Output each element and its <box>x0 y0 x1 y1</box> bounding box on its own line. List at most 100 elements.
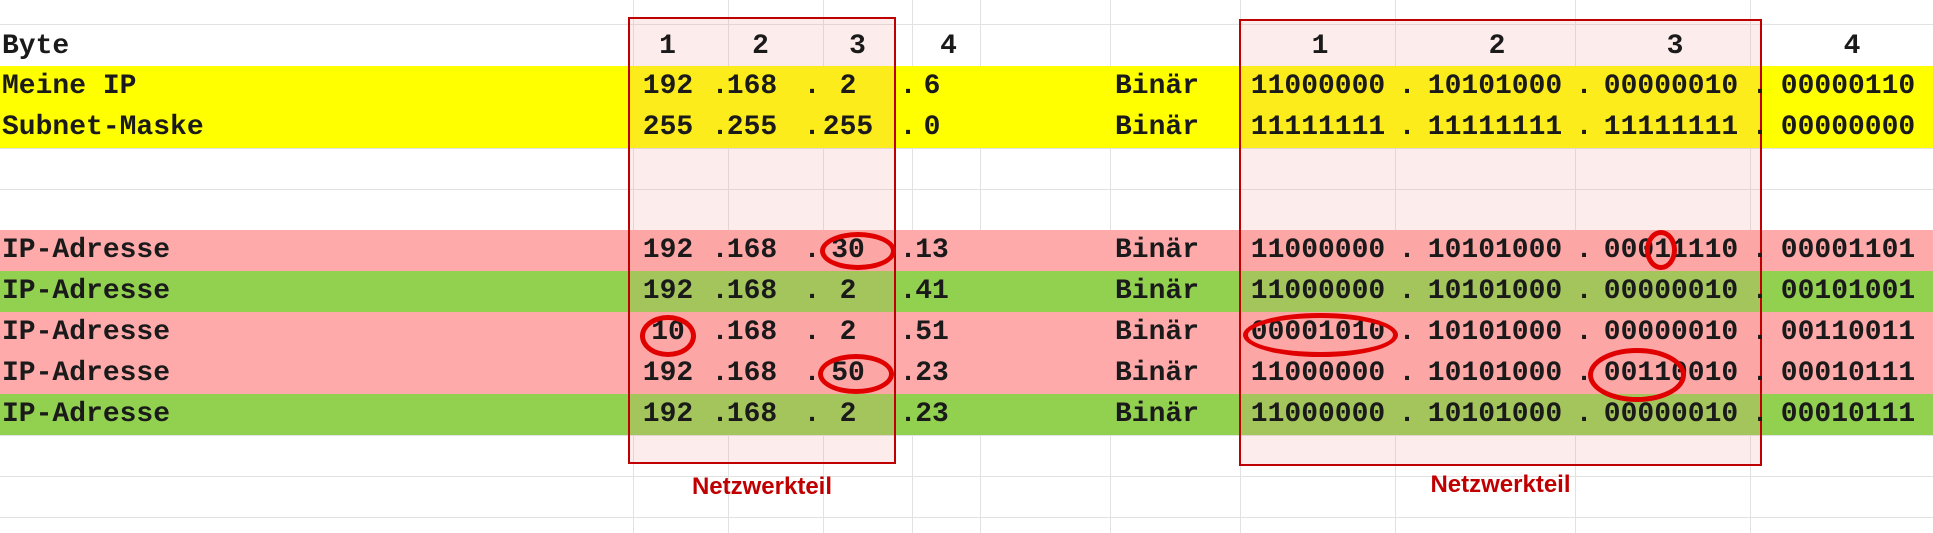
bin-separator: . <box>1751 399 1769 430</box>
bin-separator: . <box>1751 71 1769 102</box>
bin-octet: 00000010 <box>1603 317 1739 348</box>
bin-octet: 00010111 <box>1780 358 1916 389</box>
bin-separator: . <box>1398 358 1416 389</box>
bin-separator: . <box>1751 358 1769 389</box>
dec-octet: 2 <box>839 276 857 307</box>
dec-octet: 13 <box>915 235 949 266</box>
dec-octet: 192 <box>642 276 694 307</box>
bin-separator: . <box>1398 399 1416 430</box>
dec-separator: . <box>803 399 821 430</box>
dec-separator: . <box>711 276 729 307</box>
dec-separator: . <box>899 358 917 389</box>
dec-byte-number: 4 <box>940 31 957 62</box>
dec-separator: . <box>803 276 821 307</box>
bin-separator: . <box>1398 112 1416 143</box>
dec-separator: . <box>803 71 821 102</box>
dec-octet: 192 <box>642 235 694 266</box>
dec-octet: 168 <box>726 358 778 389</box>
dec-octet: 168 <box>726 235 778 266</box>
bin-separator: . <box>1575 399 1593 430</box>
highlight-ring <box>818 354 894 394</box>
bin-separator: . <box>1575 71 1593 102</box>
dec-separator: . <box>803 235 821 266</box>
bin-octet: 11111111 <box>1250 112 1386 143</box>
dec-octet: 2 <box>839 71 857 102</box>
row-label: IP-Adresse <box>2 358 171 389</box>
bin-octet: 11000000 <box>1250 399 1386 430</box>
row-fill <box>0 312 1933 353</box>
bin-octet: 11000000 <box>1250 276 1386 307</box>
bin-octet: 00000010 <box>1603 399 1739 430</box>
dec-octet: 255 <box>642 112 694 143</box>
bin-octet: 00101001 <box>1780 276 1916 307</box>
dec-byte-number: 1 <box>659 31 676 62</box>
highlight-ring <box>820 232 896 270</box>
dec-octet: 192 <box>642 71 694 102</box>
dec-octet: 41 <box>915 276 949 307</box>
dec-octet: 255 <box>822 112 874 143</box>
dec-octet: 255 <box>726 112 778 143</box>
dec-octet: 0 <box>923 112 941 143</box>
dec-separator: . <box>899 112 917 143</box>
bin-octet: 11111111 <box>1603 112 1739 143</box>
row-fill <box>0 107 1933 148</box>
network-part-label-decimal: Netzwerkteil <box>691 473 833 500</box>
dec-octet: 168 <box>726 276 778 307</box>
bin-separator: . <box>1751 235 1769 266</box>
table-row: IP-Adresse 192 168 30 13... Binär 11000000 1010… <box>0 230 1933 271</box>
table-row: Subnet-Maske 255 255 255 0... Binär 11111111 11… <box>0 107 1933 148</box>
dec-separator: . <box>899 71 917 102</box>
bin-octet: 10101000 <box>1427 358 1563 389</box>
bin-octet: 00000000 <box>1780 112 1916 143</box>
dec-octet: 168 <box>726 399 778 430</box>
network-part-label-binary: Netzwerkteil <box>1430 471 1571 498</box>
bin-octet: 11000000 <box>1250 358 1386 389</box>
dec-octet: 23 <box>915 358 949 389</box>
binary-label: Binär <box>1115 276 1200 307</box>
bin-octet: 10101000 <box>1427 71 1563 102</box>
row-label: IP-Adresse <box>2 276 171 307</box>
row-fill <box>0 230 1933 271</box>
row-label: Subnet-Maske <box>2 112 204 143</box>
bin-octet: 00010111 <box>1780 399 1916 430</box>
dec-octet: 2 <box>839 317 857 348</box>
dec-octet: 23 <box>915 399 949 430</box>
dec-separator: . <box>711 358 729 389</box>
dec-octet: 6 <box>923 71 941 102</box>
bin-separator: . <box>1398 71 1416 102</box>
dec-separator: . <box>803 317 821 348</box>
bin-separator: . <box>1575 112 1593 143</box>
table-row: Meine IP 192 168 2 6... Binär 11000000 10101000… <box>0 66 1933 107</box>
dec-byte-number: 3 <box>849 31 866 62</box>
binary-label: Binär <box>1115 317 1200 348</box>
row-fill <box>0 394 1933 435</box>
dec-byte-number: 2 <box>752 31 769 62</box>
row-fill <box>0 271 1933 312</box>
bin-separator: . <box>1575 276 1593 307</box>
dec-separator: . <box>711 317 729 348</box>
bin-separator: . <box>1575 235 1593 266</box>
bin-separator: . <box>1398 276 1416 307</box>
binary-label: Binär <box>1115 358 1200 389</box>
dec-separator: . <box>803 358 821 389</box>
row-label: IP-Adresse <box>2 317 171 348</box>
binary-label: Binär <box>1115 112 1200 143</box>
dec-separator: . <box>711 112 729 143</box>
dec-separator: . <box>711 399 729 430</box>
bin-octet: 00001101 <box>1780 235 1916 266</box>
table-row: IP-Adresse 10 168 2 51... Binär 00001010 101010… <box>0 312 1933 353</box>
bin-octet: 10101000 <box>1427 276 1563 307</box>
dec-separator: . <box>711 71 729 102</box>
row-label: IP-Adresse <box>2 235 171 266</box>
dec-octet: 168 <box>726 71 778 102</box>
dec-separator: . <box>711 235 729 266</box>
bin-byte-number: 3 <box>1666 31 1684 62</box>
bin-octet: 00110011 <box>1780 317 1916 348</box>
binary-label: Binär <box>1115 235 1200 266</box>
bin-separator: . <box>1398 317 1416 348</box>
dec-octet: 51 <box>915 317 949 348</box>
dec-octet: 168 <box>726 317 778 348</box>
table-row: IP-Adresse 192 168 2 41... Binär 11000000 10101… <box>0 271 1933 312</box>
binary-label: Binär <box>1115 399 1200 430</box>
table-row: IP-Adresse 192 168 2 23... Binär 11000000 10101… <box>0 394 1933 435</box>
